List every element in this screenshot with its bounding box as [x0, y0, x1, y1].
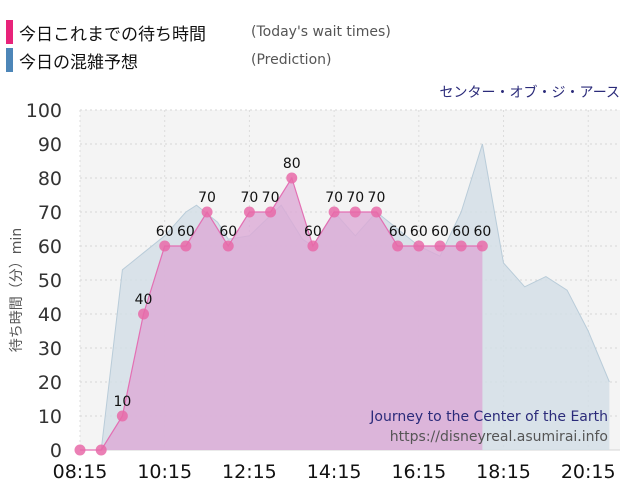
y-tick-label: 60: [38, 236, 62, 258]
today-data-label: 60: [473, 224, 491, 240]
today-marker: [74, 444, 86, 456]
today-marker: [222, 240, 234, 252]
today-marker: [349, 206, 361, 218]
today-marker: [370, 206, 382, 218]
legend-today-swatch: [6, 20, 13, 44]
today-data-label: 70: [325, 190, 343, 206]
today-marker: [286, 172, 298, 184]
legend-today-label: 今日これまでの待ち時間: [19, 24, 206, 45]
y-tick-label: 90: [38, 134, 62, 156]
y-tick-label: 30: [38, 338, 62, 360]
y-tick-label: 70: [38, 202, 62, 224]
x-tick-label: 08:15: [53, 461, 108, 483]
y-tick-label: 100: [26, 100, 62, 122]
today-data-label: 40: [135, 292, 153, 308]
today-data-label: 60: [219, 224, 237, 240]
today-data-label: 70: [368, 190, 386, 206]
today-data-label: 60: [304, 224, 322, 240]
today-marker: [201, 206, 213, 218]
today-data-label: 60: [452, 224, 470, 240]
watermark-title: Journey to the Center of the Earth: [369, 409, 608, 425]
today-marker: [476, 240, 488, 252]
today-data-label: 60: [177, 224, 195, 240]
today-data-label: 70: [346, 190, 364, 206]
today-marker: [413, 240, 425, 252]
x-tick-label: 18:15: [476, 461, 531, 483]
today-data-label: 70: [262, 190, 280, 206]
today-data-label: 70: [240, 190, 258, 206]
today-marker: [95, 444, 107, 456]
legend-prediction: 今日の混雑予想 (Prediction): [6, 47, 331, 73]
today-marker: [116, 410, 128, 422]
today-data-label: 60: [431, 224, 449, 240]
today-data-label: 60: [156, 224, 174, 240]
legend-prediction-note: (Prediction): [251, 52, 332, 68]
today-marker: [159, 240, 171, 252]
y-tick-label: 40: [38, 304, 62, 326]
today-data-label: 60: [389, 224, 407, 240]
today-marker: [180, 240, 192, 252]
today-marker: [307, 240, 319, 252]
today-marker: [328, 206, 340, 218]
today-marker: [243, 206, 255, 218]
y-tick-label: 0: [50, 440, 62, 462]
y-tick-label: 80: [38, 168, 62, 190]
legend-today-note: (Today's wait times): [251, 24, 391, 40]
today-marker: [392, 240, 404, 252]
today-data-label: 60: [410, 224, 428, 240]
x-tick-label: 16:15: [391, 461, 446, 483]
legend-prediction-label: 今日の混雑予想: [19, 52, 138, 73]
x-tick-label: 14:15: [307, 461, 362, 483]
today-data-label: 10: [113, 394, 131, 410]
x-tick-label: 10:15: [137, 461, 192, 483]
attraction-name-jp: センター・オブ・ジ・アース: [439, 85, 620, 101]
legend-today: 今日これまでの待ち時間 (Today's wait times): [6, 19, 391, 45]
today-marker: [138, 308, 150, 320]
x-tick-label: 20:15: [561, 461, 616, 483]
y-axis-label: 待ち時間（分）min: [9, 228, 25, 352]
legend-prediction-swatch: [6, 48, 13, 72]
y-tick-label: 10: [38, 406, 62, 428]
y-tick-label: 50: [38, 270, 62, 292]
today-markers: [74, 172, 488, 456]
today-marker: [455, 240, 467, 252]
y-tick-label: 20: [38, 372, 62, 394]
today-data-label: 70: [198, 190, 216, 206]
today-data-label: 80: [283, 156, 301, 172]
y-axis-ticks: 0 10 20 30 40 50 60 70 80 90 100: [26, 100, 62, 462]
watermark-url: https://disneyreal.asumirai.info: [390, 429, 608, 445]
today-marker: [434, 240, 446, 252]
today-marker: [265, 206, 277, 218]
x-tick-label: 12:15: [222, 461, 277, 483]
x-axis-ticks: 08:15 10:15 12:15 14:15 16:15 18:15 20:15: [53, 461, 616, 483]
